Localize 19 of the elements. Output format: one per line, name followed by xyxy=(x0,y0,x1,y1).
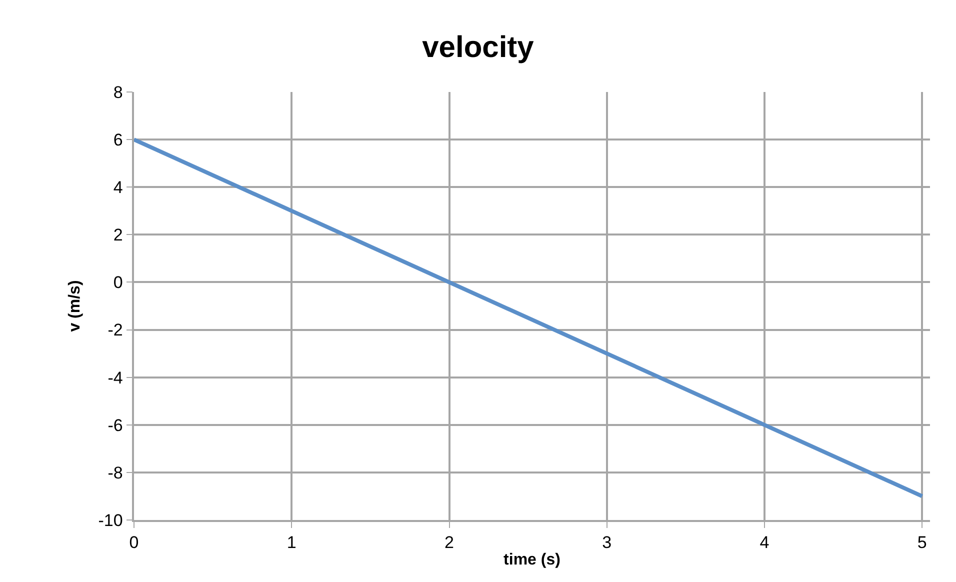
y-tick-label: 2 xyxy=(113,226,123,245)
y-tick-label: -10 xyxy=(98,510,123,530)
x-tick-label: 4 xyxy=(760,533,770,552)
y-tick-label: -4 xyxy=(108,368,123,388)
y-tick-label: 4 xyxy=(113,178,123,198)
chart-title: velocity xyxy=(422,31,534,64)
x-tick-label: 2 xyxy=(444,533,454,552)
y-tick-label: 6 xyxy=(113,130,123,150)
y-tick-label: -6 xyxy=(108,416,123,435)
x-tick-label: 1 xyxy=(286,533,296,552)
y-axis-title: v (m/s) xyxy=(66,280,84,332)
x-tick-label: 5 xyxy=(917,533,927,552)
y-tick-label: -8 xyxy=(108,463,123,482)
y-tick-label: 8 xyxy=(113,82,123,102)
y-tick-label: -2 xyxy=(108,320,123,340)
x-tick-label: 0 xyxy=(129,533,139,552)
y-tick-label: 0 xyxy=(113,273,123,292)
x-axis-title: time (s) xyxy=(504,551,560,568)
x-tick-label: 3 xyxy=(602,533,612,552)
